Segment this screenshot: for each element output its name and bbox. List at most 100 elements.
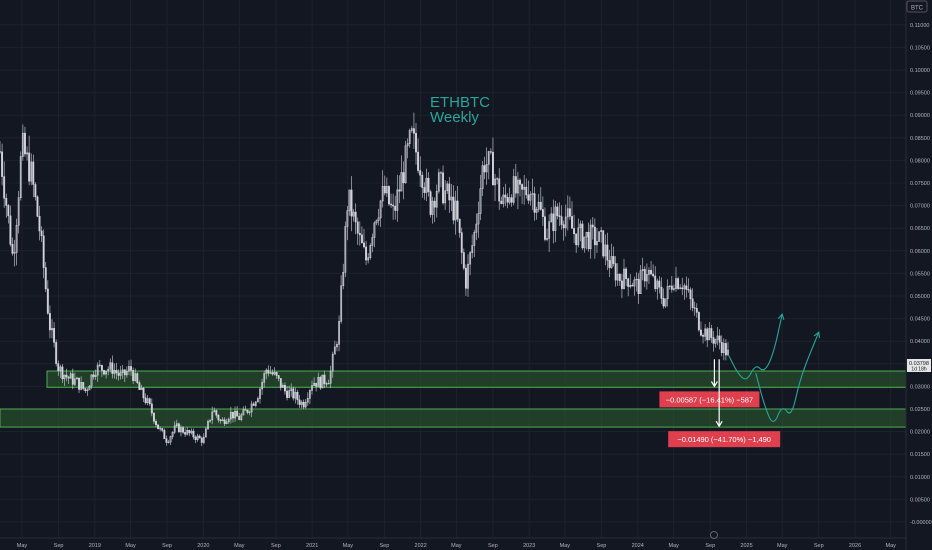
candle-body <box>57 363 60 371</box>
y-tick-label: 0.06500 <box>910 226 930 232</box>
y-tick-label: 0.04000 <box>910 339 930 345</box>
measure-label-box <box>668 431 781 448</box>
candle-body <box>556 206 559 217</box>
candle-body <box>377 217 380 221</box>
candle-body <box>155 421 157 425</box>
candle-body <box>629 284 632 287</box>
candle-body <box>412 128 415 134</box>
candle-body <box>714 339 717 344</box>
candle-body <box>643 269 646 282</box>
candle-body <box>213 410 216 413</box>
candle-body <box>402 172 405 184</box>
candle-body <box>404 145 407 184</box>
candle-body <box>456 200 459 220</box>
candle-body <box>140 387 143 390</box>
candle-body <box>244 409 247 411</box>
candle-body <box>687 289 690 291</box>
candle-body <box>666 286 669 300</box>
candle-body <box>587 231 590 250</box>
candle-body <box>28 152 31 182</box>
symbol-badge[interactable]: BTC <box>906 0 928 13</box>
candle-body <box>670 285 673 290</box>
candle-body <box>242 409 245 416</box>
candle-body <box>664 298 667 307</box>
candle-body <box>444 190 447 204</box>
candle-body <box>329 370 332 384</box>
candle-body <box>408 130 411 144</box>
candle-body <box>410 128 413 131</box>
candle-body <box>229 411 232 420</box>
candle-body <box>531 193 534 195</box>
candle-body <box>448 183 451 201</box>
candle-body <box>489 151 492 153</box>
candle-body <box>562 224 565 229</box>
candle-body <box>204 428 207 438</box>
x-tick-label: May <box>451 543 462 549</box>
candle-body <box>26 152 28 155</box>
candle-body <box>338 321 340 345</box>
candle-body <box>32 161 35 185</box>
candle-body <box>394 205 397 211</box>
candle-body <box>134 373 137 381</box>
candle-body <box>209 419 212 422</box>
candle-body <box>610 256 613 268</box>
candle-body <box>73 378 76 385</box>
y-tick-label: 0.10000 <box>910 68 930 74</box>
candle-body <box>94 374 97 377</box>
time-axis[interactable]: May Sep 2019 May Sep 2020 May Sep 2021 May Sep 2022… <box>17 543 896 549</box>
candle-body <box>704 328 707 337</box>
candle-body <box>506 197 509 203</box>
candle-body <box>344 226 347 273</box>
x-tick-label: 2025 <box>740 543 752 549</box>
candle-body <box>306 398 309 403</box>
candle-body <box>427 177 430 192</box>
candle-body <box>494 178 496 186</box>
candle-body <box>138 382 141 390</box>
candle-body <box>450 196 453 201</box>
candle-body <box>581 223 584 249</box>
candle-body <box>346 210 349 227</box>
y-tick-label: 0.10500 <box>910 45 930 51</box>
candle-body <box>84 388 87 391</box>
candle-body <box>712 337 715 344</box>
candle-body <box>481 165 484 189</box>
candle-body <box>446 183 449 192</box>
candle-body <box>398 189 401 192</box>
candle-body <box>277 375 280 379</box>
candle-body <box>186 430 189 435</box>
time-settings[interactable] <box>710 531 718 539</box>
candle-body <box>675 278 677 289</box>
candle-body <box>256 398 259 403</box>
projection-line <box>755 331 820 422</box>
candle-body <box>173 425 176 433</box>
current-price-countdown: 1d 18h <box>911 367 927 373</box>
y-tick-label: 0.11000 <box>910 23 929 29</box>
candle-body <box>718 335 721 343</box>
candle-body <box>479 188 482 214</box>
x-tick-label: Sep <box>54 543 64 549</box>
candle-body <box>602 230 605 257</box>
candle-body <box>88 385 91 391</box>
candle-body <box>111 362 114 374</box>
candle-body <box>142 387 145 399</box>
candle-body <box>379 200 382 219</box>
candle-body <box>388 186 390 205</box>
x-tick-label: 2024 <box>632 543 644 549</box>
settings-icon[interactable] <box>710 531 718 539</box>
candle-body <box>440 172 442 174</box>
price-axis[interactable]: 0.11000 0.10500 0.10000 0.09500 0.09000 0.085… <box>910 23 932 526</box>
candle-body <box>700 329 702 336</box>
candle-body <box>648 269 650 275</box>
candle-body <box>502 194 505 204</box>
candle-body <box>473 232 476 246</box>
measure-label-box <box>659 391 760 408</box>
y-tick-label: 0.02000 <box>910 430 930 436</box>
candle-body <box>360 234 363 244</box>
candle-body <box>248 411 251 413</box>
candle-body <box>464 267 467 289</box>
candle-body <box>500 200 503 204</box>
candle-body <box>34 184 37 198</box>
support-zone[interactable] <box>46 370 907 388</box>
candle-body <box>529 194 532 201</box>
